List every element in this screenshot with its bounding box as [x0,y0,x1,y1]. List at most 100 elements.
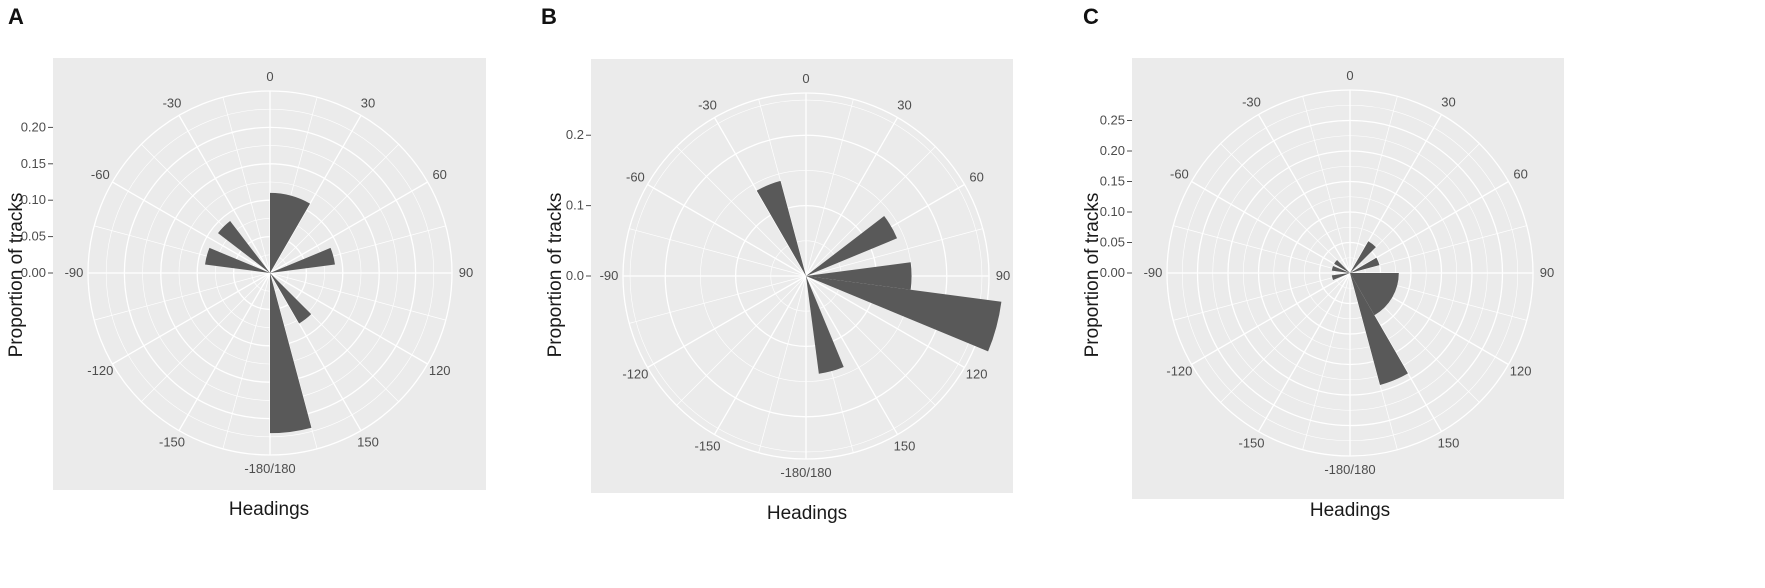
panel-c-plot-background [1132,58,1564,499]
panel-c-heading-label: 60 [1513,167,1527,182]
panel-c-bar-5 [1331,266,1350,273]
panel-a-bar-4 [205,247,270,273]
panel-c-grid-spoke [1349,180,1509,274]
panel-a-heading-label: 90 [459,265,473,280]
panel-b-heading-label: -30 [698,97,717,112]
panel-a-y-tick-label: 0.05 [21,229,46,244]
panel-c-heading-label: -30 [1242,94,1261,109]
panel-a-grid-spoke [269,272,446,321]
panel-b-grid-spoke [629,228,807,277]
panel-c-heading-label: 120 [1510,364,1532,379]
panel-letter-c: C [1083,4,1099,29]
panel-a-grid-spoke [112,181,271,274]
panel-c-heading-label: -60 [1170,167,1189,182]
panel-c-grid-spoke [1257,272,1351,432]
panel-b-grid-spoke [758,275,807,453]
panel-b-bar-0 [756,180,806,276]
panel-c-bar-0 [1350,241,1376,273]
panel-a-heading-label: -150 [159,435,185,450]
panel-a-y-tick-label: 0.20 [21,119,46,134]
panel-b-grid-spoke [647,275,807,369]
panel-a-bar-0 [270,192,311,273]
panel-c-y-axis-title: Proportion of tracks [1082,193,1103,358]
panel-c-heading-label: 90 [1540,265,1554,280]
panel-b-heading-label: 60 [969,170,983,185]
panel-b-heading-label: 30 [897,97,911,112]
panel-c-grid-spoke [1220,143,1351,274]
panel-a-heading-label: -90 [65,265,84,280]
panel-c-x-axis-title: Headings [1310,500,1390,521]
panel-c-y-tick-label: 0.25 [1100,113,1125,128]
panel-b-heading-label: 90 [996,268,1010,283]
panel-b-grid-spoke [805,146,936,277]
panel-letter-a: A [8,4,24,29]
panel-b-heading-label: -60 [626,170,645,185]
panel-b-grid-spoke [805,228,983,277]
panel-c-y-tick-label: 0.10 [1100,204,1125,219]
panel-a-grid-spoke [222,272,271,449]
panel-b-grid-spoke [713,117,807,277]
panel-b-y-tick-label: 0.0 [566,268,584,283]
panel-b-bar-1 [806,216,898,276]
panel-c-grid-spoke [1191,272,1351,366]
panel-a-y-tick-label: 0.00 [21,265,46,280]
panel-a-heading-label: -30 [163,95,182,110]
panel-b-y-tick-label: 0.2 [566,127,584,142]
panel-a-bar-3 [270,273,312,434]
panel-a-y-axis-title: Proportion of tracks [6,193,27,358]
panel-a-grid-spoke [141,272,271,402]
panel-c-grid-spoke [1349,225,1527,274]
panel-c-heading-label: 30 [1441,94,1455,109]
panel-a-heading-label: 30 [361,95,375,110]
panel-b-grid-spoke [647,183,807,277]
panel-a-bar-5 [218,221,270,273]
panel-b-heading-label: -120 [622,367,648,382]
panel-b-bar-4 [806,276,1002,352]
panel-a-grid-spoke [178,115,271,274]
panel-c-y-tick-label: 0.00 [1100,265,1125,280]
panel-b-bar-3 [806,276,912,290]
panel-b-x-axis-title: Headings [767,503,847,524]
panel-a-heading-label: -180/180 [244,461,295,476]
panel-b-heading-label: -180/180 [780,465,831,480]
panel-b-grid-spoke [805,275,899,435]
panel-c-bar-1 [1350,257,1380,273]
panel-c-grid-spoke [1173,272,1351,321]
panel-c-grid-spoke [1257,114,1351,274]
panel-a-heading-label: 60 [432,167,446,182]
panel-a-grid-spoke [269,272,428,365]
panel-c-grid-spoke [1220,272,1351,403]
panel-b-grid-spoke [676,275,807,406]
panel-c-grid-spoke [1349,272,1398,450]
panel-a-grid-spoke [178,272,271,431]
panel-c-heading-label: -90 [1144,265,1163,280]
panel-a-grid-spoke [269,181,428,274]
panel-a-heading-label: -60 [91,167,110,182]
panel-a-heading-label: 150 [357,435,379,450]
panel-b-grid-spoke [805,117,899,277]
panel-a-heading-label: -120 [87,363,113,378]
panel-a-grid-spoke [269,272,318,449]
panel-b-y-tick-label: 0.1 [566,198,584,213]
panel-c-grid-spoke [1349,96,1398,274]
panel-c-bar-6 [1331,273,1350,280]
panel-a-heading-label: 120 [429,363,451,378]
panel-c-bar-4 [1334,260,1350,273]
panel-c-heading-label: -180/180 [1324,462,1375,477]
panel-a: 0 30 60 90 120 150 -180/180 -150 -120 -90 -60 -30 0.… [6,4,486,520]
panel-a-grid-spoke [94,272,271,321]
panel-a-y-tick-label: 0.10 [21,192,46,207]
panel-c-bar-3 [1350,273,1408,385]
panel-b: 0 30 60 90 120 150 -180/180 -150 -120 -90 -60 -30 0.… [541,4,1013,524]
panel-b-grid-spoke [676,146,807,277]
panel-a-grid-spoke [269,144,399,274]
panel-b-heading-label: -150 [694,439,720,454]
panel-c-heading-label: 150 [1438,436,1460,451]
panel-c-grid-spoke [1302,272,1351,450]
panel-a-heading-label: 0 [266,69,273,84]
panel-b-y-axis-title: Proportion of tracks [545,193,566,358]
panel-b-grid-spoke [805,275,965,369]
panel-b-grid-spoke [805,99,854,277]
panel-c-y-tick-label: 0.05 [1100,235,1125,250]
